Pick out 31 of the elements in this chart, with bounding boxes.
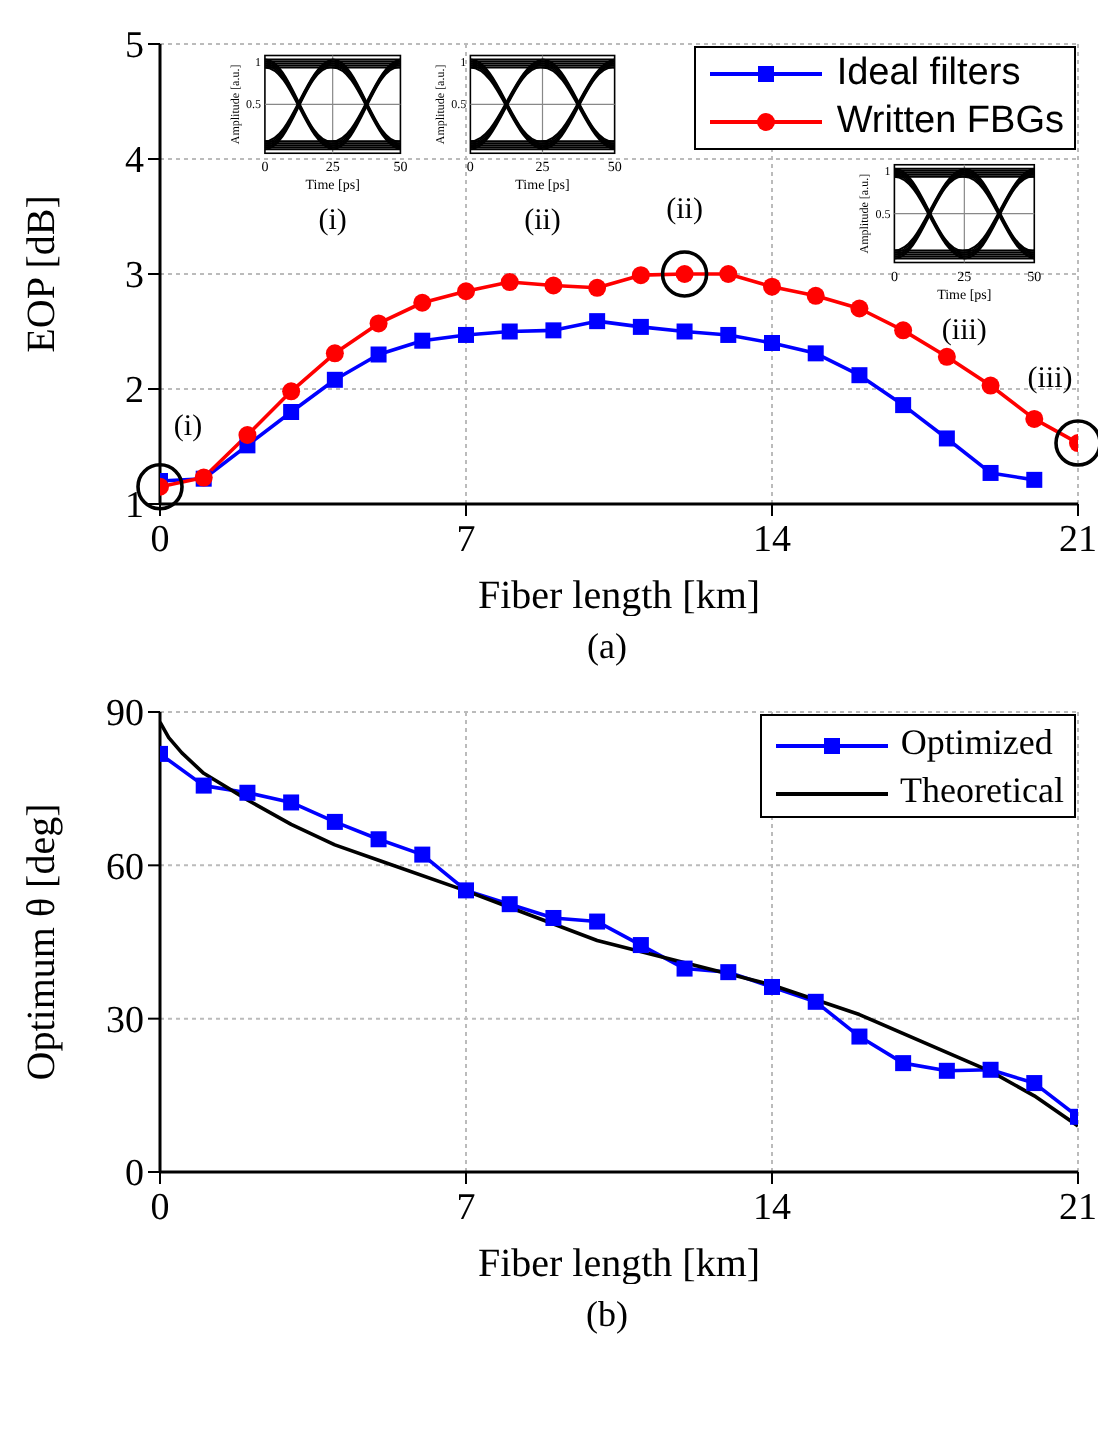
legend-label: Theoretical <box>900 770 1064 810</box>
x-axis-title: Fiber length [km] <box>477 574 761 618</box>
x-axis-title: Fiber length [km] <box>477 1242 761 1286</box>
y-axis-title: Optimum θ [deg] <box>20 803 65 1081</box>
y-tick-label: 90 <box>106 693 144 736</box>
text: (b) <box>584 1292 630 1338</box>
y-tick-label: 60 <box>106 846 144 889</box>
legend-label: Optimized <box>900 722 1053 762</box>
x-tick-label: 14 <box>753 518 792 561</box>
x-tick-label: 21 <box>1059 1186 1097 1229</box>
x-tick-label: 14 <box>753 1186 792 1229</box>
x-tick-label: 21 <box>1059 518 1097 561</box>
y-tick-label: 3 <box>125 255 144 298</box>
text: (i) <box>318 205 347 238</box>
legend-label: Ideal filters <box>836 52 1021 94</box>
y-tick-label: 0 <box>125 1153 144 1196</box>
annotation: (i) <box>173 410 203 443</box>
y-axis-title: EOP [dB] <box>20 195 65 353</box>
legend-label: Written FBGs <box>836 100 1064 142</box>
text: (a) <box>585 624 629 670</box>
y-tick-label: 1 <box>125 485 144 528</box>
annotation: (ii) <box>666 194 703 226</box>
y-tick-label: 5 <box>125 25 144 68</box>
annotation: (iii) <box>1027 363 1073 396</box>
y-tick-label: 4 <box>125 140 145 183</box>
text: (iii) <box>941 314 987 347</box>
y-tick-label: 2 <box>125 370 144 413</box>
x-tick-label: 7 <box>456 518 476 561</box>
y-tick-label: 30 <box>106 1000 144 1043</box>
x-tick-label: 7 <box>456 1186 476 1229</box>
text: (ii) <box>524 205 561 238</box>
